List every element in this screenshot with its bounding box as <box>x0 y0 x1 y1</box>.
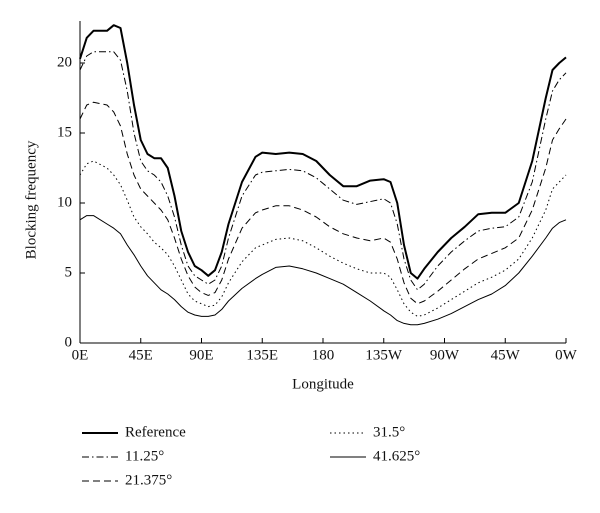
x-tick-label: 90E <box>189 347 213 363</box>
x-tick-label: 180 <box>312 347 335 363</box>
y-tick-label: 20 <box>57 54 72 70</box>
x-tick-label: 0W <box>555 347 578 363</box>
x-tick-label: 0E <box>72 347 89 363</box>
legend-label: 21.375° <box>125 472 172 488</box>
line <box>79 215 567 326</box>
y-axis-label: Blocking frequency <box>23 140 39 259</box>
x-axis-label: Longitude <box>292 376 354 392</box>
line <box>79 51 567 291</box>
y-tick-label: 5 <box>65 264 73 280</box>
y-tick-label: 0 <box>65 334 73 350</box>
y-tick-label: 10 <box>57 194 72 210</box>
legend-label: 31.5° <box>373 424 405 440</box>
legend-label: Reference <box>125 424 186 440</box>
x-tick-label: 135E <box>246 347 278 363</box>
x-tick-label: 45W <box>491 347 521 363</box>
legend-label: 11.25° <box>125 448 164 464</box>
x-tick-label: 135W <box>365 347 403 363</box>
x-tick-label: 45E <box>129 347 153 363</box>
line <box>79 24 567 280</box>
legend-label: 41.625° <box>373 448 420 464</box>
line <box>79 160 567 317</box>
x-tick-label: 90W <box>430 347 460 363</box>
y-tick-label: 15 <box>57 124 72 140</box>
line <box>79 101 567 305</box>
